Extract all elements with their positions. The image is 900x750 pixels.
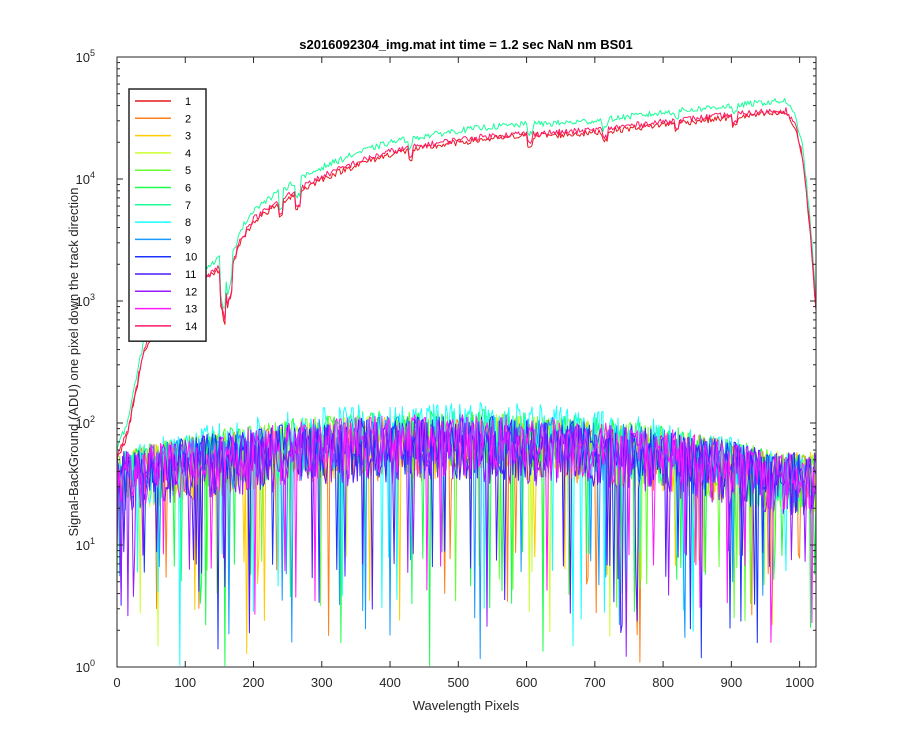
legend-label-4: 4 xyxy=(185,148,191,160)
legend-label-11: 11 xyxy=(185,269,196,281)
x-tick-label: 0 xyxy=(113,675,120,690)
series-layer xyxy=(116,98,817,667)
legend-label-12: 12 xyxy=(185,286,197,298)
legend-label-14: 14 xyxy=(185,321,197,333)
legend-label-10: 10 xyxy=(185,252,197,264)
legend-box xyxy=(128,88,207,342)
x-axis-label: Wavelength Pixels xyxy=(413,698,520,713)
x-tick-label: 700 xyxy=(584,675,606,690)
legend-label-13: 13 xyxy=(185,304,197,316)
y-tick-exponent: 4 xyxy=(90,170,95,180)
y-tick-exponent: 5 xyxy=(90,48,95,58)
x-tick-label: 200 xyxy=(243,675,265,690)
y-axis-label: Signal-BackGround (ADU) one pixel down t… xyxy=(66,187,81,536)
x-tick-label: 600 xyxy=(516,675,538,690)
legend-label-2: 2 xyxy=(185,113,191,125)
x-tick-label: 500 xyxy=(447,675,469,690)
y-tick-exponent: 3 xyxy=(90,292,95,302)
series-line-14 xyxy=(116,107,817,460)
chart-title: s2016092304_img.mat int time = 1.2 sec N… xyxy=(299,37,633,52)
legend-label-5: 5 xyxy=(185,165,191,177)
y-tick-exponent: 2 xyxy=(90,414,95,424)
axes-box xyxy=(116,56,817,668)
legend-label-7: 7 xyxy=(185,200,191,212)
legend-label-9: 9 xyxy=(185,234,191,246)
plot-area xyxy=(117,57,816,667)
legend-label-1: 1 xyxy=(185,96,191,108)
legend-label-6: 6 xyxy=(185,183,191,195)
series-line-13 xyxy=(116,414,817,643)
legend-label-3: 3 xyxy=(185,131,191,143)
x-tick-label: 100 xyxy=(174,675,196,690)
x-tick-label: 400 xyxy=(379,675,401,690)
x-tick-label: 800 xyxy=(652,675,674,690)
x-tick-label: 300 xyxy=(311,675,333,690)
x-tick-label: 1000 xyxy=(785,675,814,690)
y-tick-exponent: 0 xyxy=(90,658,95,668)
series-line-7 xyxy=(116,98,817,451)
x-tick-label: 900 xyxy=(721,675,743,690)
legend-label-8: 8 xyxy=(185,217,191,229)
y-tick-exponent: 1 xyxy=(90,536,95,546)
series-line-12 xyxy=(116,421,817,657)
